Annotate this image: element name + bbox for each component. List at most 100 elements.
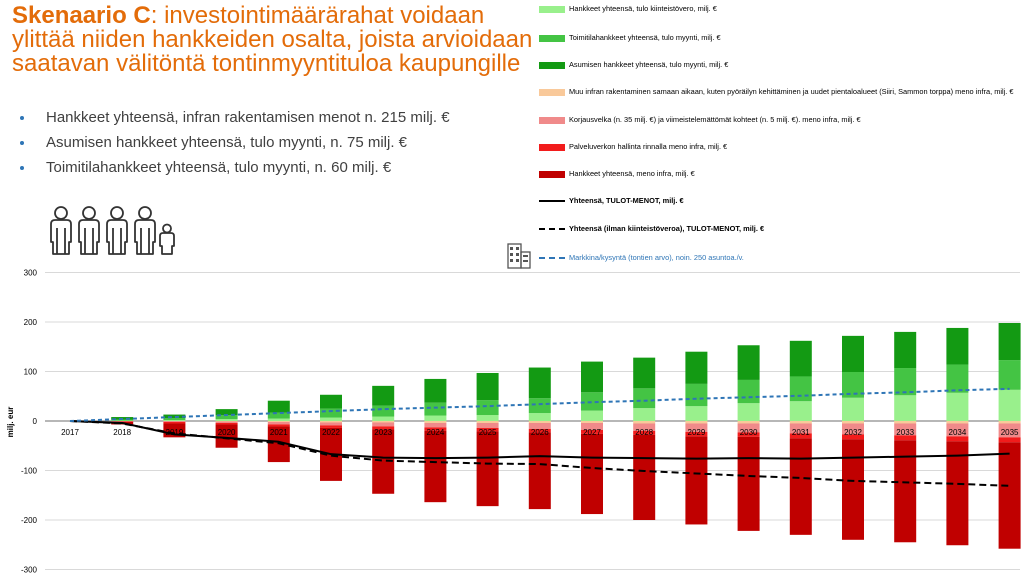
bar-segment-asuminen (633, 357, 656, 389)
bullet-dot (20, 116, 24, 120)
x-tick-label: 2030 (740, 428, 758, 437)
bar-segment-kiinteistovero (320, 417, 342, 421)
bar-segment-korjausvelka (737, 423, 760, 433)
bar-segment-korjausvelka (424, 422, 447, 428)
bullet-text: Asumisen hankkeet yhteensä, tulo myynti,… (46, 134, 408, 151)
bar-segment-hankkeet_infra (476, 431, 499, 507)
bar-segment-palveluverkko (163, 421, 186, 424)
legend-swatch (539, 228, 565, 230)
bar-segment-palveluverkko (946, 436, 969, 442)
x-tick-label: 2035 (1001, 428, 1019, 437)
bar-segment-muu_infra (372, 421, 395, 423)
series-line-short-dash (69, 387, 1010, 422)
bar-segment-asuminen (372, 385, 395, 406)
bar-segment-hankkeet_infra (424, 430, 447, 503)
bar-segment-korjausvelka (163, 421, 186, 422)
x-tick-label: 2028 (635, 428, 653, 437)
bar-segment-muu_infra (998, 421, 1021, 424)
bar-segment-palveluverkko (633, 430, 656, 435)
x-tick-label: 2031 (792, 428, 810, 437)
bar-segment-asuminen (894, 331, 917, 369)
bar-segment-toimitila (946, 364, 969, 393)
bar-segment-muu_infra (581, 421, 603, 423)
bar-segment-toimitila (998, 360, 1021, 390)
bar-segment-palveluverkko (737, 432, 760, 437)
bar-segment-asuminen (998, 322, 1021, 361)
bar-segment-korjausvelka (215, 421, 238, 423)
bar-segment-hankkeet_infra (685, 436, 708, 525)
bar-segment-asuminen (163, 414, 186, 419)
bar-segment-kiinteistovero (998, 389, 1021, 421)
bar-segment-korjausvelka (581, 422, 603, 430)
bullet-item: Hankkeet yhteensä, infran rakentamisen m… (20, 108, 450, 133)
bar-segment-kiinteistovero (946, 392, 969, 421)
x-tick-label: 2024 (427, 428, 445, 437)
legend-label: Palveluverkon hallinta rinnalla meno inf… (569, 142, 728, 151)
bar-segment-korjausvelka (476, 422, 499, 428)
bar-segment-palveluverkko (842, 434, 864, 440)
legend-swatch (539, 171, 565, 178)
bullet-item: Toimitilahankkeet yhteensä, tulo myynti,… (20, 158, 450, 183)
bar-segment-toimitila (424, 402, 447, 416)
bar-segment-kiinteistovero (581, 410, 603, 421)
bar-segment-muu_infra (685, 421, 708, 424)
legend-swatch (539, 117, 565, 124)
bar-segment-muu_infra (633, 421, 656, 424)
bar-segment-toimitila (320, 408, 342, 418)
bar-segment-korjausvelka (372, 422, 395, 427)
legend-label: Korjausvelka (n. 35 milj. €) ja viimeist… (569, 115, 861, 124)
bar-segment-palveluverkko (581, 429, 603, 434)
x-tick-label: 2027 (583, 428, 601, 437)
x-tick-label: 2029 (688, 428, 706, 437)
bullet-dot (20, 141, 24, 145)
bar-segment-kiinteistovero (737, 403, 760, 421)
legend-label: Yhteensä (ilman kiinteistöveroa), TULOT-… (569, 224, 765, 233)
bar-segment-korjausvelka (998, 423, 1021, 438)
bar-segment-palveluverkko (267, 424, 290, 427)
bar-segment-hankkeet_infra (528, 432, 551, 510)
bar-segment-hankkeet_infra (633, 434, 656, 520)
bar-segment-kiinteistovero (476, 415, 499, 421)
bar-segment-palveluverkko (424, 427, 447, 431)
bar-segment-muu_infra (320, 421, 342, 423)
bar-segment-kiinteistovero (894, 395, 917, 421)
y-tick-label: -200 (21, 516, 38, 525)
legend-label: Hankkeet yhteensä, meno infra, milj. € (569, 169, 695, 178)
bar-segment-korjausvelka (894, 423, 917, 436)
bar-segment-kiinteistovero (267, 418, 290, 421)
bar-segment-palveluverkko (894, 435, 917, 441)
legend-label: Markkina/kysyntä (tontien arvo), noin. 2… (569, 253, 744, 262)
bar-segment-muu_infra (946, 421, 969, 424)
x-tick-label: 2017 (61, 428, 79, 437)
bar-segment-hankkeet_infra (789, 438, 812, 535)
bullet-list: Hankkeet yhteensä, infran rakentamisen m… (20, 108, 450, 183)
x-tick-label: 2018 (113, 428, 131, 437)
bar-segment-kiinteistovero (163, 420, 186, 421)
bar-segment-toimitila (633, 388, 656, 409)
bar-segment-hankkeet_infra (998, 442, 1021, 549)
bar-segment-asuminen (581, 361, 603, 393)
bar-segment-asuminen (737, 345, 760, 380)
bar-segment-muu_infra (476, 421, 499, 423)
legend-label: Asumisen hankkeet yhteensä, tulo myynti,… (569, 60, 729, 69)
legend-swatch (539, 35, 565, 42)
bar-segment-palveluverkko (685, 431, 708, 437)
y-tick-label: 200 (24, 318, 38, 327)
legend-label: Muu infran rakentaminen samaan aikaan, k… (569, 87, 1014, 96)
bar-segment-korjausvelka (789, 423, 812, 434)
legend-swatch (539, 6, 565, 13)
bullet-text: Hankkeet yhteensä, infran rakentamisen m… (46, 109, 450, 126)
bar-segment-asuminen (267, 400, 290, 413)
bar-segment-korjausvelka (320, 422, 342, 426)
bar-segment-kiinteistovero (789, 401, 812, 421)
x-tick-label: 2032 (844, 428, 862, 437)
bar-segment-palveluverkko (476, 427, 499, 432)
x-tick-label: 2034 (949, 428, 967, 437)
bar-segment-hankkeet_infra (372, 429, 395, 494)
people-icon (50, 206, 175, 255)
bar-segment-hankkeet_infra (946, 441, 969, 546)
legend-label: Hankkeet yhteensä, tulo kiinteistövero, … (569, 4, 717, 13)
bar-segment-toimitila (789, 376, 812, 402)
bar-segment-asuminen (215, 409, 238, 416)
bar-segment-muu_infra (842, 421, 864, 424)
